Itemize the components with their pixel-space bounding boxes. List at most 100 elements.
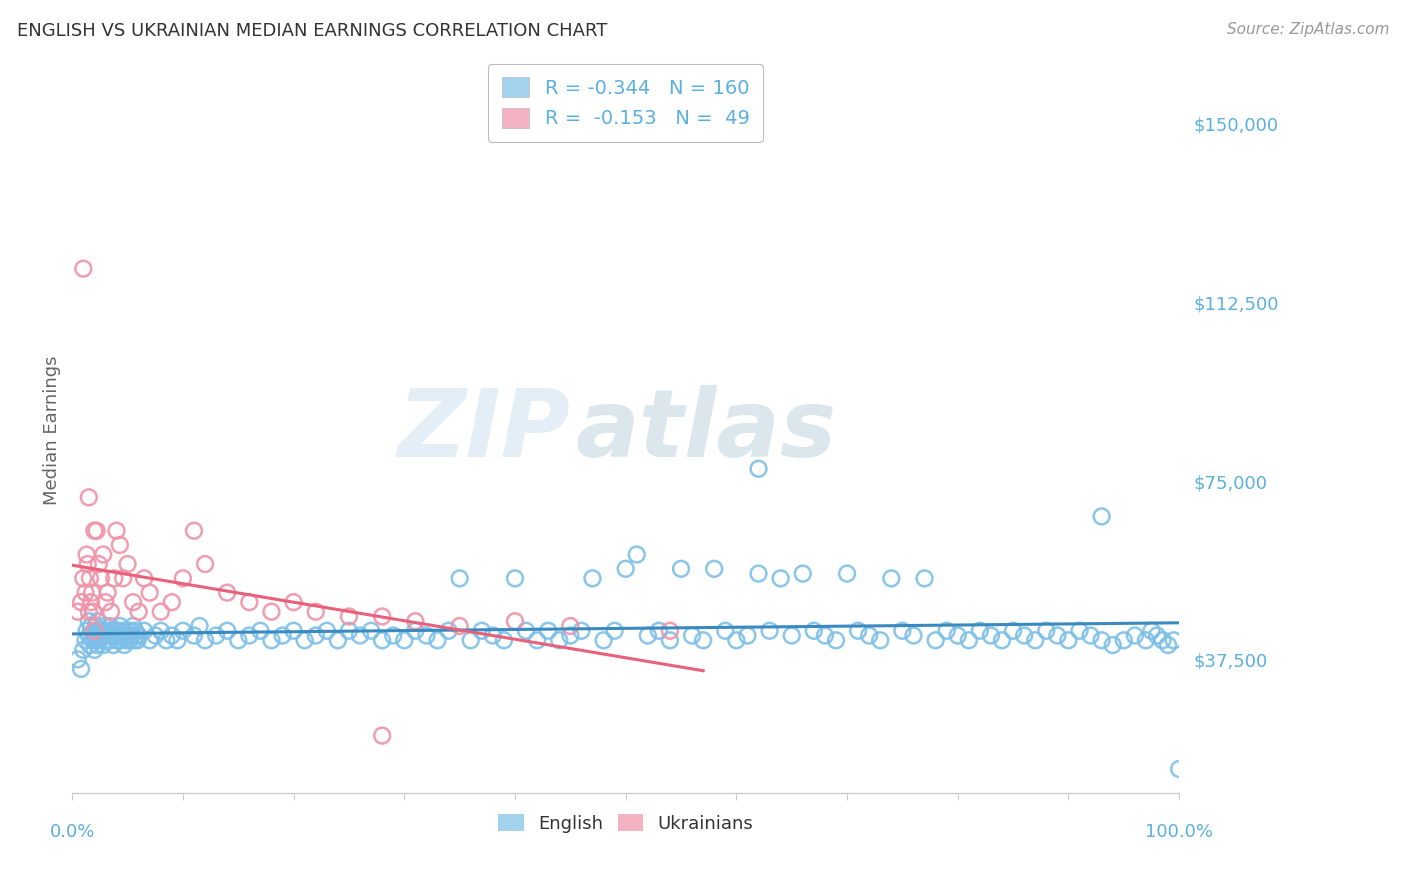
Point [803, 624, 825, 638]
Point [1135, 633, 1157, 648]
Point [121, 628, 143, 642]
Point [692, 633, 714, 648]
Point [122, 595, 145, 609]
Point [415, 628, 437, 642]
Point [103, 571, 125, 585]
Text: $150,000: $150,000 [1194, 117, 1278, 135]
Point [238, 628, 260, 642]
Point [260, 605, 283, 619]
Point [143, 628, 166, 642]
Point [72, 642, 94, 657]
Point [658, 624, 681, 638]
Point [77, 628, 100, 642]
Point [1123, 628, 1146, 642]
Point [104, 628, 127, 642]
Point [83, 624, 105, 638]
Point [371, 609, 394, 624]
Point [471, 624, 494, 638]
Point [1091, 509, 1114, 524]
Point [449, 619, 471, 633]
Point [1012, 628, 1035, 642]
Point [437, 624, 460, 638]
Point [903, 628, 925, 642]
Point [89, 633, 111, 648]
Point [76, 548, 98, 562]
Point [814, 628, 837, 642]
Point [97, 628, 120, 642]
Point [249, 624, 271, 638]
Point [70, 595, 93, 609]
Point [115, 633, 138, 648]
Point [1152, 633, 1174, 648]
Point [108, 619, 131, 633]
Point [1101, 638, 1123, 652]
Point [404, 624, 426, 638]
Point [122, 633, 145, 648]
Point [183, 524, 205, 538]
Point [305, 628, 328, 642]
Point [84, 628, 107, 642]
Point [924, 633, 946, 648]
Point [91, 638, 114, 652]
Text: $75,000: $75,000 [1194, 474, 1267, 492]
Point [70, 662, 93, 676]
Point [110, 633, 132, 648]
Point [105, 524, 128, 538]
Point [537, 624, 560, 638]
Point [84, 619, 107, 633]
Point [80, 595, 103, 609]
Point [305, 605, 328, 619]
Point [492, 633, 515, 648]
Point [946, 628, 969, 642]
Point [94, 624, 117, 638]
Point [77, 614, 100, 628]
Point [603, 624, 626, 638]
Point [82, 585, 104, 599]
Point [780, 628, 803, 642]
Point [87, 628, 110, 642]
Point [90, 571, 112, 585]
Point [82, 628, 104, 642]
Point [128, 605, 150, 619]
Point [117, 624, 139, 638]
Point [283, 624, 305, 638]
Point [560, 619, 582, 633]
Text: $37,500: $37,500 [1194, 653, 1267, 671]
Point [548, 633, 571, 648]
Point [747, 462, 769, 476]
Point [294, 633, 316, 648]
Point [880, 571, 903, 585]
Point [105, 633, 128, 648]
Point [1140, 624, 1163, 638]
Point [134, 571, 156, 585]
Point [76, 624, 98, 638]
Point [77, 491, 100, 505]
Point [155, 633, 177, 648]
Point [79, 571, 101, 585]
Point [94, 628, 117, 642]
Point [122, 619, 145, 633]
Point [703, 562, 725, 576]
Point [89, 624, 111, 638]
Text: ZIP: ZIP [398, 384, 571, 476]
Point [1002, 624, 1025, 638]
Point [194, 633, 217, 648]
Point [112, 571, 135, 585]
Point [835, 566, 858, 581]
Point [188, 619, 211, 633]
Point [226, 633, 249, 648]
Point [1112, 633, 1135, 648]
Text: 0.0%: 0.0% [49, 823, 96, 841]
Point [891, 624, 914, 638]
Point [205, 628, 228, 642]
Point [86, 624, 108, 638]
Point [134, 624, 156, 638]
Point [66, 652, 89, 666]
Point [1057, 633, 1080, 648]
Point [283, 595, 305, 609]
Point [315, 624, 337, 638]
Point [371, 633, 394, 648]
Point [769, 571, 792, 585]
Text: Source: ZipAtlas.com: Source: ZipAtlas.com [1226, 22, 1389, 37]
Point [149, 624, 172, 638]
